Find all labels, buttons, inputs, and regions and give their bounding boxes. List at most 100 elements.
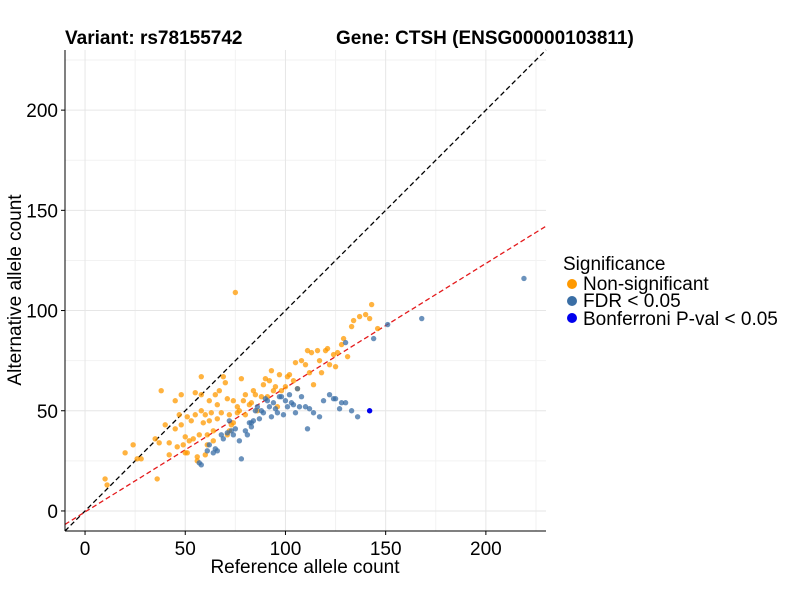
- y-tick-label: 0: [47, 502, 58, 523]
- point-fdr-0-05: [204, 448, 210, 454]
- point-non-significant: [194, 454, 200, 460]
- point-non-significant: [368, 301, 375, 308]
- reference-lines: [64, 49, 547, 532]
- axis-ticks: 0 50 100 150 200 0 50 100 150 200: [26, 101, 501, 560]
- point-non-significant: [334, 349, 341, 356]
- point-fdr-0-05: [238, 456, 245, 462]
- point-non-significant: [350, 317, 357, 324]
- legend-label-bonferroni: Bonferroni P-val < 0.05: [583, 309, 778, 330]
- axes: [64, 50, 546, 532]
- point-fdr-0-05: [338, 400, 345, 406]
- data-points: [102, 275, 527, 488]
- point-non-significant: [178, 422, 184, 428]
- point-fdr-0-05: [348, 408, 355, 414]
- legend-swatch-bonferroni: [567, 313, 577, 323]
- point-fdr-0-05: [226, 418, 233, 424]
- point-non-significant: [326, 361, 333, 368]
- point-non-significant: [200, 420, 206, 426]
- point-non-significant: [304, 347, 311, 354]
- point-non-significant: [340, 335, 347, 342]
- point-non-significant: [190, 436, 196, 442]
- point-non-significant: [138, 456, 144, 462]
- y-tick-label: 150: [26, 201, 58, 222]
- variant-title: Variant: rs78155742: [65, 28, 242, 49]
- point-fdr-0-05: [224, 430, 231, 436]
- point-non-significant: [242, 412, 249, 418]
- point-non-significant: [104, 482, 110, 488]
- point-fdr-0-05: [370, 335, 377, 342]
- point-non-significant: [366, 315, 373, 322]
- point-non-significant: [212, 392, 219, 398]
- point-non-significant: [204, 432, 210, 438]
- point-non-significant: [248, 400, 255, 406]
- point-non-significant: [178, 392, 184, 398]
- point-non-significant: [298, 357, 305, 364]
- point-fdr-0-05: [284, 404, 291, 410]
- legend: Significance Non-significant FDR < 0.05 …: [563, 254, 778, 330]
- point-non-significant: [344, 353, 351, 360]
- point-non-significant: [374, 325, 381, 332]
- point-non-significant: [330, 351, 337, 358]
- point-non-significant: [188, 418, 194, 424]
- point-fdr-0-05: [298, 394, 305, 400]
- point-non-significant: [198, 408, 204, 414]
- point-non-significant: [202, 412, 208, 418]
- point-fdr-0-05: [242, 428, 249, 434]
- point-non-significant: [316, 357, 323, 364]
- point-non-significant: [230, 420, 237, 426]
- gene-title: Gene: CTSH (ENSG00000103811): [336, 28, 634, 49]
- point-fdr-0-05: [306, 406, 313, 412]
- point-fdr-0-05: [274, 410, 281, 416]
- x-tick-label: 0: [80, 539, 91, 560]
- point-non-significant: [338, 341, 345, 348]
- point-non-significant: [310, 381, 317, 388]
- point-fdr-0-05: [332, 396, 339, 402]
- point-non-significant: [348, 323, 355, 330]
- point-non-significant: [258, 394, 265, 400]
- point-fdr-0-05: [316, 414, 323, 420]
- y-tick-label: 200: [26, 101, 58, 122]
- point-non-significant: [318, 369, 325, 376]
- point-non-significant: [286, 371, 293, 378]
- point-non-significant: [184, 414, 190, 420]
- point-non-significant: [184, 450, 190, 456]
- point-fdr-0-05: [320, 398, 327, 404]
- point-non-significant: [262, 375, 269, 382]
- gridlines: [65, 50, 546, 531]
- point-fdr-0-05: [419, 315, 425, 322]
- point-non-significant: [324, 345, 331, 352]
- point-non-significant: [158, 388, 164, 394]
- x-tick-label: 150: [370, 539, 402, 560]
- point-non-significant: [208, 410, 215, 416]
- point-non-significant: [306, 369, 313, 376]
- point-fdr-0-05: [260, 410, 267, 416]
- point-fdr-0-05: [256, 416, 263, 422]
- point-fdr-0-05: [292, 410, 299, 416]
- point-non-significant: [232, 289, 239, 296]
- point-fdr-0-05: [250, 418, 257, 424]
- point-fdr-0-05: [384, 321, 391, 328]
- point-fdr-0-05: [266, 404, 273, 410]
- point-non-significant: [156, 440, 162, 446]
- point-fdr-0-05: [264, 398, 271, 404]
- legend-label-fdr: FDR < 0.05: [583, 291, 681, 312]
- point-fdr-0-05: [336, 406, 343, 412]
- point-non-significant: [362, 311, 369, 318]
- point-fdr-0-05: [236, 438, 243, 444]
- point-non-significant: [192, 412, 198, 418]
- point-non-significant: [250, 388, 257, 394]
- point-fdr-0-05: [218, 432, 225, 438]
- point-fdr-0-05: [294, 386, 301, 392]
- legend-title: Significance: [563, 254, 665, 275]
- legend-swatch-non-significant: [567, 279, 577, 289]
- point-fdr-0-05: [342, 400, 349, 406]
- point-non-significant: [210, 428, 217, 434]
- point-non-significant: [166, 440, 172, 446]
- point-fdr-0-05: [232, 426, 239, 432]
- y-tick-label: 100: [26, 302, 58, 323]
- identity-line: [64, 49, 547, 532]
- point-non-significant: [238, 375, 245, 382]
- point-non-significant: [270, 388, 277, 394]
- point-fdr-0-05: [206, 442, 212, 448]
